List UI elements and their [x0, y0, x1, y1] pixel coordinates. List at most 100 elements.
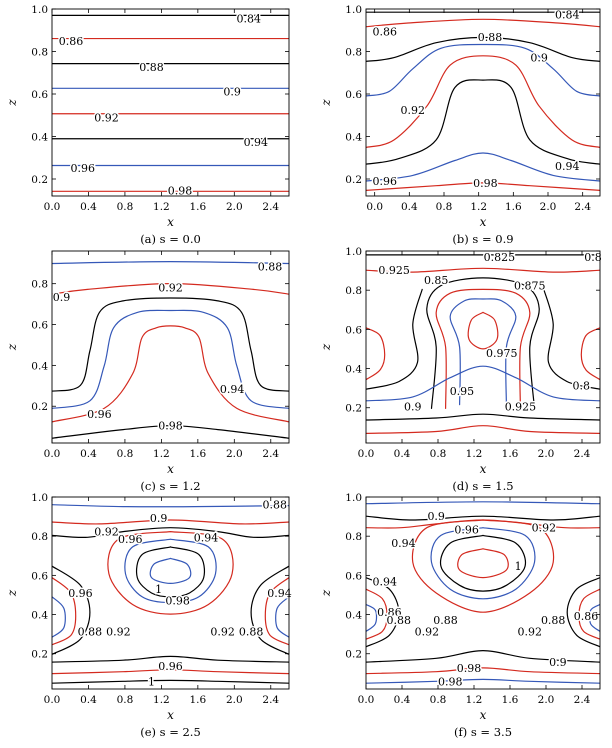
- x-axis-label: x: [480, 708, 487, 722]
- x-tick-label: 2.0: [538, 694, 555, 706]
- contour-label: 0.98: [158, 420, 183, 433]
- plot-frame: [51, 250, 290, 444]
- contour-line: [52, 261, 289, 265]
- panel-caption: (d) s = 1.5: [452, 479, 513, 493]
- y-tick-label: 1.0: [31, 492, 48, 504]
- y-tick-label: 0.8: [345, 285, 362, 297]
- x-tick-label: 2.4: [574, 694, 591, 706]
- contour-label: 0.88: [263, 499, 288, 512]
- contour-line: [366, 55, 600, 148]
- y-tick-label: 0.6: [345, 570, 362, 582]
- contour-label: 0.96: [71, 162, 96, 175]
- contour-label: 0.92: [532, 522, 557, 535]
- contour-line: [366, 515, 600, 521]
- y-tick-label: 0.6: [345, 89, 362, 101]
- panel-caption: (e) s = 2.5: [140, 725, 201, 739]
- contour-label: 0.88: [387, 614, 412, 627]
- y-tick-label: 1.0: [31, 4, 48, 16]
- x-tick-label: 1.6: [189, 448, 206, 460]
- contour-label: 1: [155, 583, 162, 596]
- contour-line: [366, 413, 600, 421]
- contour-line: [366, 43, 600, 97]
- contour-label: 0.94: [391, 537, 416, 550]
- contour-line: [366, 327, 386, 381]
- contour-label: 0.98: [473, 177, 498, 190]
- y-tick-label: 0.8: [345, 47, 362, 59]
- contour-line: [366, 18, 600, 28]
- contour-line: [366, 650, 600, 663]
- contour-label: 0.98: [165, 595, 190, 608]
- contour-label: 0.94: [244, 136, 269, 149]
- x-tick-label: 0.8: [117, 694, 134, 706]
- contour-line: [578, 588, 600, 640]
- contour-line: [52, 519, 289, 525]
- plot-frame: [365, 8, 601, 197]
- contour-label: 0.94: [372, 575, 397, 588]
- y-tick-label: 0.4: [31, 610, 48, 622]
- contour-line: [107, 531, 234, 615]
- x-tick-label: 1.6: [189, 694, 206, 706]
- contour-label: 0.8: [573, 379, 591, 392]
- contour-label: 0.86: [377, 606, 402, 619]
- contour-line: [366, 425, 600, 434]
- contour-lines: [366, 254, 600, 434]
- x-tick-label: 0.8: [436, 201, 453, 213]
- y-tick-label: 0.8: [345, 531, 362, 543]
- contour-line: [366, 36, 600, 62]
- x-tick-label: 0.0: [44, 201, 61, 213]
- y-tick-label: 0.6: [345, 324, 362, 336]
- contour-line: [52, 425, 289, 439]
- x-tick-label: 0.8: [430, 694, 447, 706]
- panel-d: 0.8 0.825 0.85 0.875 0.9 0.925 0.95 0.975 0.925 0…: [319, 246, 603, 493]
- contour-label: 0.94: [555, 160, 580, 173]
- contour-label: 0.9: [53, 291, 71, 304]
- contour-label: 0.92: [94, 526, 119, 539]
- contour-label: 0.88: [541, 614, 566, 627]
- contour-line: [426, 277, 540, 409]
- contour-line: [366, 603, 378, 632]
- contour-label: 0.96: [372, 175, 397, 188]
- y-tick-label: 0.2: [345, 649, 362, 661]
- contour-line: [52, 309, 289, 409]
- x-tick-label: 0.8: [430, 448, 447, 460]
- x-tick-label: 1.2: [153, 694, 170, 706]
- x-tick-label: 0.8: [117, 201, 134, 213]
- x-axis-label: x: [167, 462, 174, 476]
- contour-label: 0.88: [78, 625, 103, 638]
- contour-label: 0.9: [223, 85, 241, 98]
- contour-line: [449, 298, 517, 406]
- contour-label: 0.88: [433, 614, 458, 627]
- contour-line: [52, 297, 289, 392]
- x-axis-label: x: [480, 215, 487, 229]
- y-tick-label: 0.2: [31, 174, 48, 186]
- contour-line: [543, 288, 600, 390]
- y-tick-label: 0.8: [31, 47, 48, 59]
- contour-line: [366, 288, 423, 390]
- x-tick-label: 1.6: [502, 694, 519, 706]
- plot-frame: [51, 496, 290, 690]
- contour-label: 0.98: [457, 662, 482, 675]
- x-tick-label: 1.2: [466, 448, 483, 460]
- contour-label: 0.92: [94, 111, 119, 124]
- contour-label: 0.84: [236, 12, 261, 25]
- x-tick-label: 0.0: [366, 201, 383, 213]
- contour-lines: [52, 14, 289, 192]
- contour-label: 0.9: [549, 656, 567, 669]
- x-tick-label: 2.4: [262, 201, 279, 213]
- y-tick-label: 0.4: [345, 364, 362, 376]
- contour-label: 0.88: [478, 31, 503, 44]
- x-tick-label: 2.4: [262, 448, 279, 460]
- contour-label: 0.95: [450, 385, 475, 398]
- contour-line: [275, 596, 289, 638]
- contour-line: [435, 288, 531, 409]
- contour-line: [366, 577, 400, 648]
- panel-c: 0.88 0.9 0.92 0.94 0.96 0.98 0.0 0.4 0.8 1.2 1.6 2.…: [5, 250, 290, 493]
- contour-label: 0.8: [584, 251, 602, 264]
- x-axis-label: x: [480, 462, 487, 476]
- contour-line: [430, 527, 536, 600]
- y-tick-label: 0.2: [345, 403, 362, 415]
- contour-line: [439, 534, 527, 592]
- contour-label: 0.96: [118, 533, 143, 546]
- y-tick-label: 0.8: [31, 279, 48, 291]
- contour-label: 0.9: [404, 401, 422, 414]
